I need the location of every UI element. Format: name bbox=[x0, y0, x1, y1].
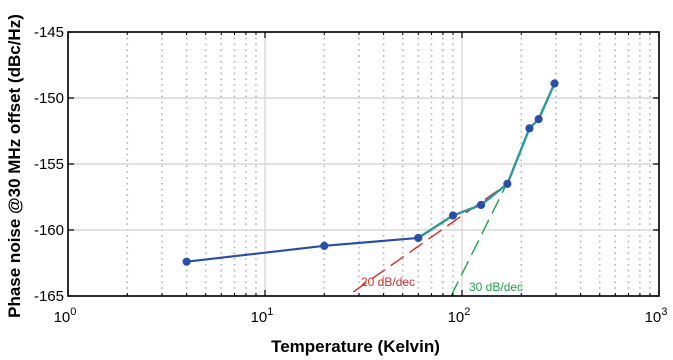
x-axis-label: Temperature (Kelvin) bbox=[271, 337, 440, 356]
y-axis-label: Phase noise @30 MHz offset (dBc/Hz) bbox=[5, 14, 24, 318]
data-point bbox=[525, 124, 534, 133]
reference-lines bbox=[352, 182, 509, 297]
y-tick-label: -155 bbox=[34, 156, 64, 173]
data-point bbox=[550, 79, 559, 88]
reference-line-30db bbox=[450, 182, 509, 297]
data-point bbox=[503, 179, 512, 188]
x-tick-label: 103 bbox=[645, 306, 668, 326]
x-tick-label: 101 bbox=[251, 306, 274, 326]
annotations: 20 dB/dec 30 dB/dec bbox=[361, 275, 523, 294]
y-tick-label: -150 bbox=[34, 90, 64, 107]
annotation-30db: 30 dB/dec bbox=[469, 280, 523, 294]
data-point bbox=[182, 257, 191, 266]
y-tick-label: -165 bbox=[34, 288, 64, 305]
x-tick-label: 102 bbox=[448, 306, 471, 326]
data-point bbox=[534, 115, 543, 124]
y-tick-label: -160 bbox=[34, 222, 64, 239]
data-point bbox=[320, 241, 329, 250]
y-tick-label: -145 bbox=[34, 24, 64, 41]
annotation-20db: 20 dB/dec bbox=[361, 275, 415, 289]
x-tick-label: 100 bbox=[54, 306, 77, 326]
tick-labels: -165 -160 -155 -150 -145 100 101 102 103 bbox=[34, 24, 667, 326]
data-point bbox=[414, 233, 423, 243]
reference-line-20db bbox=[352, 183, 508, 293]
data-series bbox=[182, 79, 559, 266]
data-point bbox=[448, 211, 458, 220]
data-point bbox=[476, 200, 486, 210]
